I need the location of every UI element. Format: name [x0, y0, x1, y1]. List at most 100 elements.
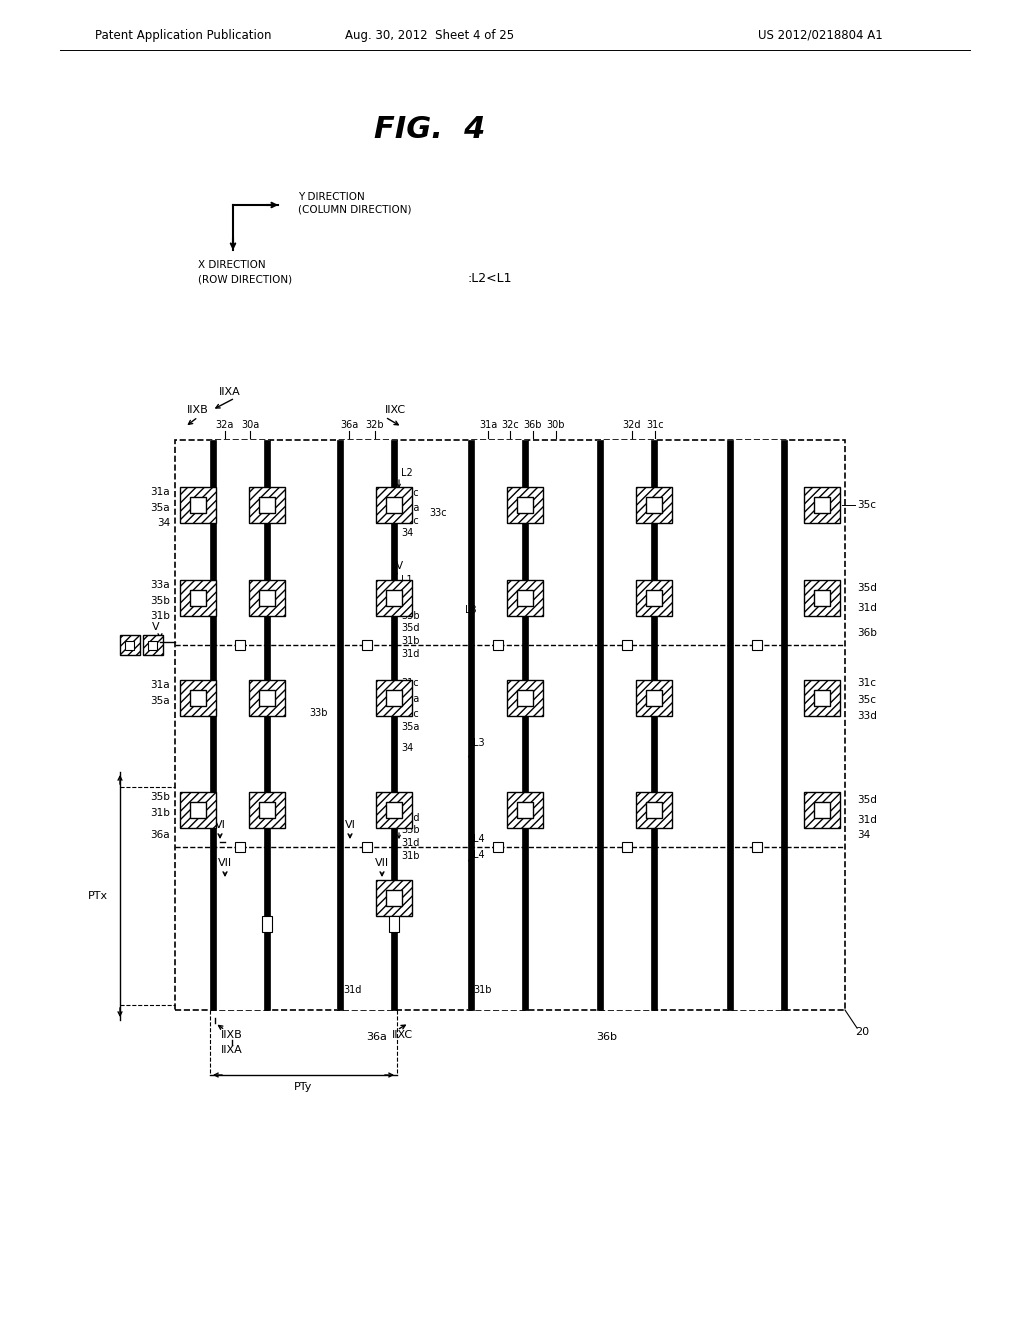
Text: 36b: 36b — [523, 420, 543, 430]
Bar — [391, 440, 397, 1010]
Text: 32c: 32c — [501, 420, 519, 430]
Text: 35d: 35d — [401, 623, 420, 634]
Text: IIXB: IIXB — [221, 1030, 243, 1040]
Text: 36a: 36a — [340, 420, 358, 430]
Bar — [120, 635, 140, 655]
Bar — [522, 440, 528, 1010]
Text: Patent Application Publication: Patent Application Publication — [95, 29, 271, 41]
Text: VII: VII — [218, 858, 232, 869]
Bar — [646, 690, 662, 706]
Text: 31a: 31a — [401, 694, 419, 704]
Text: 31c: 31c — [646, 420, 664, 430]
Text: 35d: 35d — [401, 813, 420, 822]
Text: 32b: 32b — [366, 420, 384, 430]
Text: VI: VI — [344, 820, 355, 830]
Text: 31b: 31b — [151, 611, 170, 620]
Text: 31c: 31c — [857, 678, 876, 688]
Text: V: V — [396, 561, 403, 572]
Text: (ROW DIRECTION): (ROW DIRECTION) — [198, 275, 292, 284]
Text: 36a: 36a — [367, 1032, 387, 1041]
Bar — [804, 579, 840, 616]
Bar — [180, 579, 216, 616]
Bar — [814, 498, 830, 513]
Text: 35b: 35b — [401, 611, 420, 620]
Bar — [636, 792, 672, 828]
Bar — [517, 803, 534, 818]
Text: Aug. 30, 2012  Sheet 4 of 25: Aug. 30, 2012 Sheet 4 of 25 — [345, 29, 515, 41]
Text: VII: VII — [401, 793, 414, 803]
Bar — [517, 590, 534, 606]
Bar — [264, 440, 270, 1010]
Text: 31d: 31d — [401, 838, 420, 847]
Text: 31a: 31a — [151, 680, 170, 690]
Text: L2: L2 — [401, 469, 413, 478]
Text: 31c: 31c — [401, 678, 419, 688]
Text: 31d: 31d — [343, 985, 361, 995]
Text: 36b: 36b — [857, 628, 877, 638]
Text: 34: 34 — [401, 528, 414, 539]
Bar — [175, 440, 845, 1010]
Text: IIXB: IIXB — [187, 405, 209, 414]
Bar — [190, 498, 206, 513]
Text: FIG.  4: FIG. 4 — [375, 116, 485, 144]
Bar — [386, 498, 402, 513]
Bar — [814, 803, 830, 818]
Text: L3: L3 — [473, 738, 484, 748]
Text: 31c: 31c — [401, 488, 419, 498]
Bar — [337, 440, 397, 1010]
Bar — [389, 916, 399, 932]
Bar — [362, 640, 372, 649]
Text: L1: L1 — [401, 576, 413, 585]
Bar — [249, 680, 285, 715]
Text: 30b: 30b — [547, 420, 565, 430]
Bar — [190, 803, 206, 818]
Bar — [234, 842, 245, 851]
Text: 32d: 32d — [623, 420, 641, 430]
Text: 33b: 33b — [309, 708, 329, 718]
Text: (COLUMN DIRECTION): (COLUMN DIRECTION) — [298, 205, 412, 215]
Text: 36b: 36b — [597, 1032, 617, 1041]
Bar — [814, 590, 830, 606]
Bar — [804, 680, 840, 715]
Text: 35c: 35c — [401, 516, 419, 525]
Text: IIXA: IIXA — [219, 387, 241, 397]
Bar — [259, 498, 275, 513]
Text: IIXC: IIXC — [392, 1030, 413, 1040]
Bar — [468, 440, 528, 1010]
Bar — [804, 487, 840, 523]
Text: L4: L4 — [473, 834, 484, 843]
Text: 35d: 35d — [857, 795, 877, 805]
Text: 31a: 31a — [151, 487, 170, 498]
Bar — [507, 792, 543, 828]
Text: 33d: 33d — [857, 711, 877, 721]
Bar — [376, 487, 412, 523]
Text: VII: VII — [375, 858, 389, 869]
Bar — [376, 680, 412, 715]
Bar — [517, 690, 534, 706]
Text: 34: 34 — [857, 830, 870, 840]
Bar — [259, 690, 275, 706]
Bar — [180, 792, 216, 828]
Bar — [727, 440, 787, 1010]
Text: 31b: 31b — [151, 808, 170, 818]
Text: 33a: 33a — [151, 579, 170, 590]
Bar — [376, 579, 412, 616]
Bar — [180, 487, 216, 523]
Bar — [781, 440, 787, 1010]
Text: 31a: 31a — [479, 420, 497, 430]
Text: 33c: 33c — [429, 508, 446, 517]
Bar — [622, 640, 632, 649]
Bar — [249, 487, 285, 523]
Bar — [507, 579, 543, 616]
Bar — [259, 590, 275, 606]
Bar — [234, 640, 245, 649]
Bar — [259, 803, 275, 818]
Text: 31b: 31b — [401, 636, 420, 645]
Text: L1: L1 — [401, 598, 413, 609]
Text: 35c: 35c — [857, 500, 876, 510]
Text: 35b: 35b — [401, 825, 420, 836]
Bar — [752, 640, 762, 649]
Bar — [386, 590, 402, 606]
Text: 35c: 35c — [401, 709, 419, 719]
Bar — [190, 590, 206, 606]
